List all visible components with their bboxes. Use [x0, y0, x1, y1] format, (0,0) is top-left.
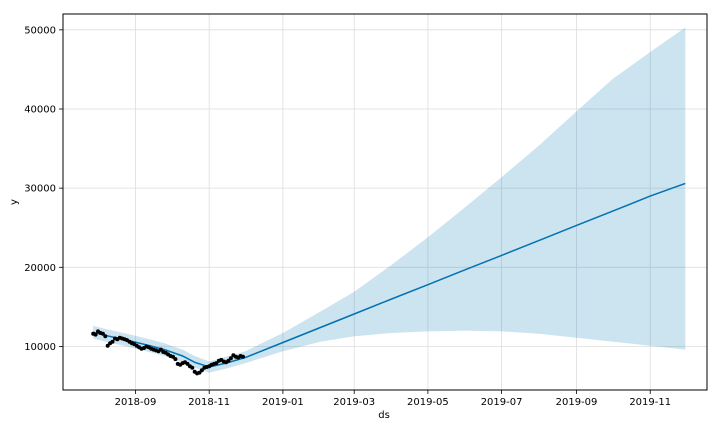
x-tick-label: 2019-05 — [407, 397, 449, 408]
y-tick-label: 20000 — [24, 263, 56, 274]
x-tick-label: 2018-11 — [188, 397, 230, 408]
observed-point — [173, 357, 178, 362]
y-tick-label: 30000 — [24, 184, 56, 195]
observed-point — [199, 368, 204, 373]
plot-frame — [62, 13, 708, 391]
observed-point — [214, 361, 219, 366]
x-tick-label: 2018-09 — [115, 397, 157, 408]
observed-point — [228, 356, 233, 361]
y-tick-label: 50000 — [24, 25, 56, 36]
x-axis-ticks: 2018-09 2018-11 2019-01 2019-03 2019-05 2019-… — [115, 390, 671, 408]
observed-point — [103, 334, 108, 339]
x-tick-label: 2019-01 — [262, 397, 304, 408]
y-tick-label: 10000 — [24, 342, 56, 353]
observed-points-layer — [91, 329, 245, 376]
observed-point — [93, 332, 98, 337]
y-tick-label: 40000 — [24, 104, 56, 115]
observed-point — [110, 339, 115, 344]
y-axis-label: y — [9, 199, 20, 205]
forecast-line — [93, 182, 686, 368]
observed-point — [241, 354, 245, 359]
x-tick-label: 2019-11 — [629, 397, 671, 408]
x-axis-label: ds — [378, 410, 390, 421]
grid-layer — [63, 14, 707, 390]
x-tick-label: 2019-03 — [333, 397, 375, 408]
y-axis-ticks: 10000 20000 30000 40000 50000 — [24, 25, 63, 353]
x-tick-label: 2019-07 — [481, 397, 523, 408]
uncertainty-band-layer — [93, 27, 686, 373]
x-tick-label: 2019-09 — [556, 397, 598, 408]
observed-point — [190, 365, 195, 370]
forecast-line-layer — [93, 182, 686, 368]
uncertainty-band — [93, 27, 686, 373]
